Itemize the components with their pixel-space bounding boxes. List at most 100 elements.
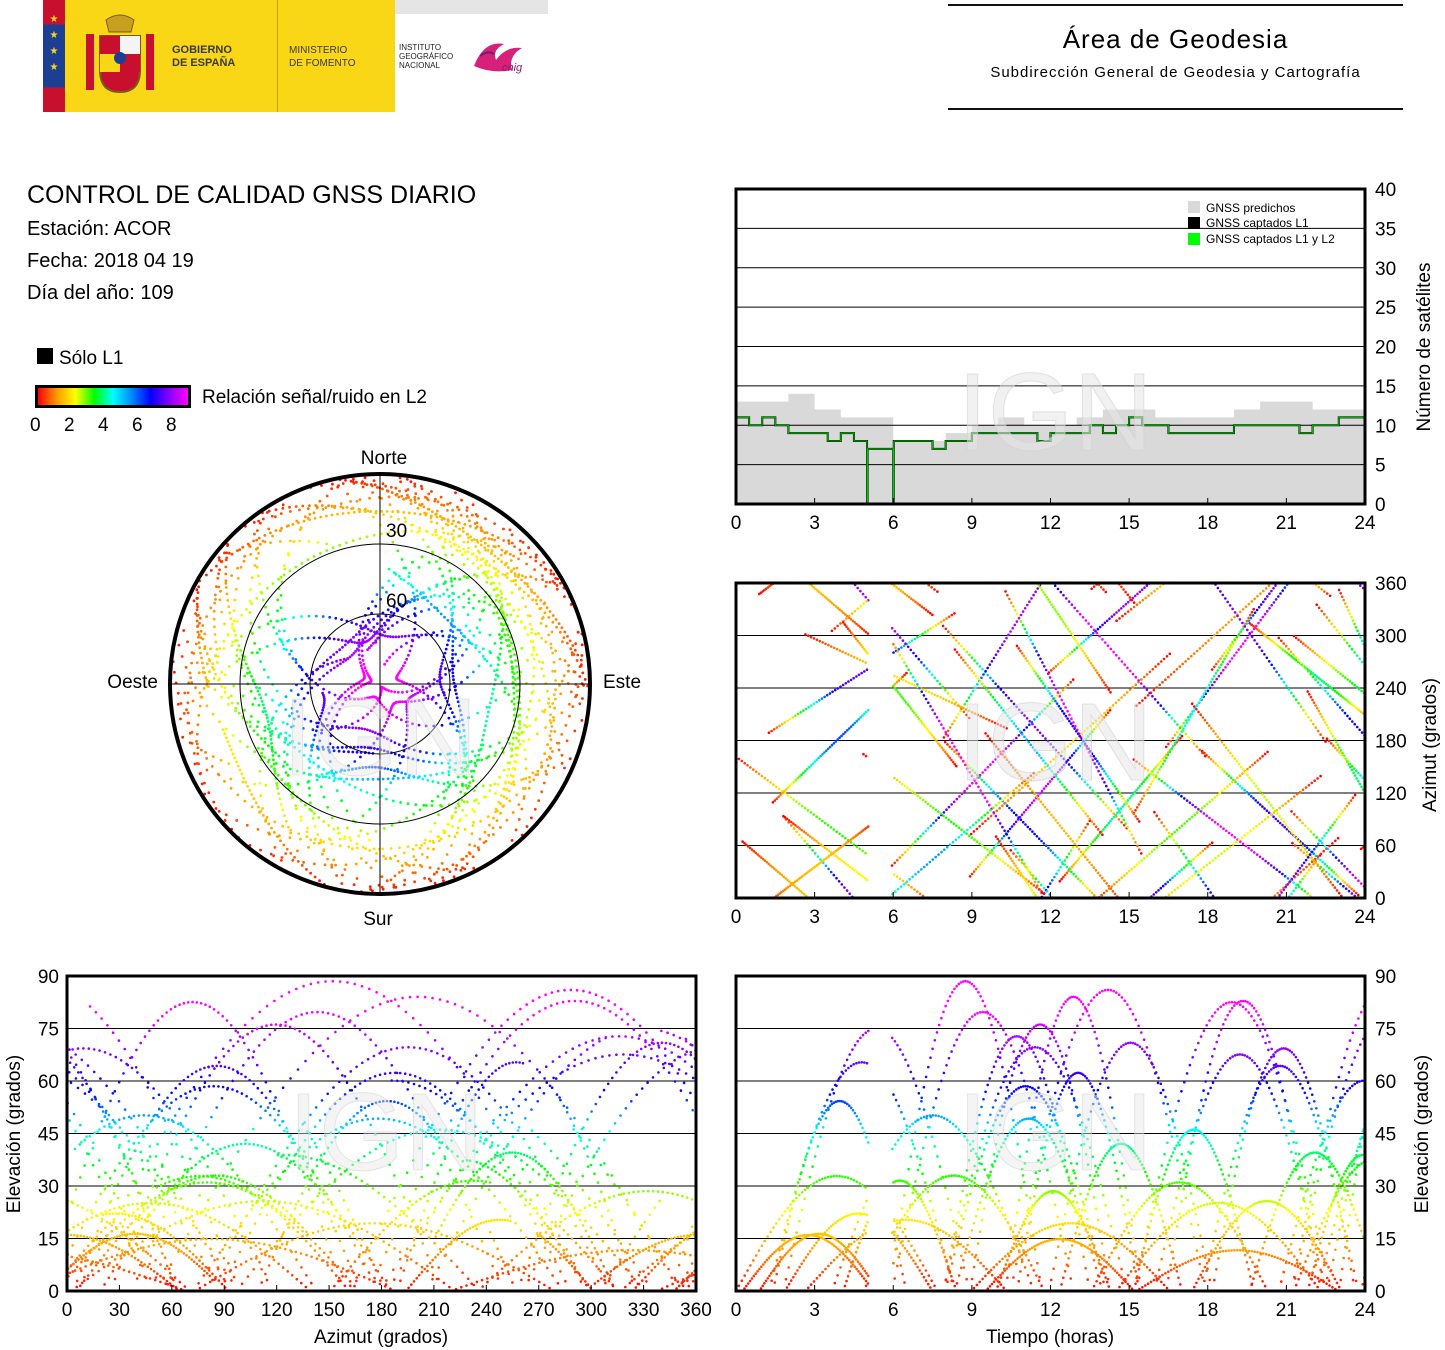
skyplot-point	[438, 680, 442, 684]
azimut-time-point	[1313, 651, 1317, 655]
skyplot-point	[249, 621, 253, 625]
skyplot-east-label: Este	[603, 672, 641, 693]
azimut-time-point	[927, 690, 931, 694]
skyplot-point	[246, 784, 250, 788]
skyplot-point	[448, 759, 452, 762]
skyplot-point	[397, 495, 401, 499]
azimut-time-point	[1250, 610, 1254, 614]
azimut-time-point	[1235, 635, 1238, 639]
skyplot-point	[198, 646, 202, 650]
skyplot-point	[403, 743, 407, 747]
skyplot-point	[211, 662, 215, 666]
skyplot-point	[425, 855, 429, 859]
skyplot-point	[439, 804, 442, 807]
skyplot-point	[463, 635, 467, 639]
skyplot-point	[346, 492, 349, 496]
skyplot-point	[464, 776, 468, 780]
skyplot-point	[518, 707, 522, 711]
azimut-time-point	[1302, 861, 1306, 865]
skyplot-point	[351, 539, 355, 542]
skyplot-point	[414, 843, 418, 847]
skyplot-point	[190, 661, 194, 665]
skyplot-point	[499, 637, 502, 640]
skyplot-point	[248, 720, 252, 724]
azimut-time-point	[813, 852, 817, 855]
azimut-time-point	[1229, 643, 1232, 647]
azimut-time-point	[1357, 771, 1360, 775]
skyplot-point	[279, 839, 282, 843]
azimut-time-point	[942, 814, 945, 818]
skyplot-point	[546, 743, 549, 747]
skyplot-point	[325, 549, 329, 552]
azimut-time-point	[1114, 813, 1117, 817]
skyplot-point	[451, 667, 454, 671]
skyplot-point	[234, 633, 237, 637]
skyplot-point	[409, 498, 413, 502]
azimut-time-point	[1241, 627, 1245, 631]
azimut-time-point	[981, 822, 984, 825]
azimut-time-point	[1241, 772, 1244, 775]
azimut-time-point	[840, 883, 844, 886]
azimut-time-point	[1360, 639, 1364, 643]
skyplot-point	[235, 620, 239, 623]
skyplot-point	[461, 741, 464, 745]
xtick-label: 12	[1040, 513, 1061, 534]
skyplot-point	[371, 730, 374, 733]
azimut-time-point	[1219, 825, 1222, 828]
azimut-time-point	[1295, 836, 1298, 840]
azimut-time-point	[931, 613, 934, 617]
azimut-time-point	[1353, 651, 1356, 654]
azimut-time-point	[1063, 859, 1067, 862]
skyplot-point	[393, 774, 396, 778]
skyplot-point	[560, 711, 564, 715]
skyplot-point	[361, 485, 365, 489]
azimut-time-point	[1334, 668, 1338, 672]
azimut-time-point	[1172, 670, 1176, 674]
skyplot-point	[402, 497, 405, 501]
skyplot-point	[451, 640, 455, 643]
azimut-time-point	[1215, 677, 1218, 681]
skyplot-point	[461, 553, 464, 556]
skyplot-point	[468, 781, 472, 784]
skyplot-point	[534, 559, 538, 563]
skyplot-point	[191, 699, 195, 703]
azimut-time-point	[1155, 686, 1159, 689]
skyplot-point	[414, 492, 418, 496]
azimut-time-point	[893, 776, 896, 780]
skyplot-point	[330, 842, 334, 846]
skyplot-point	[274, 751, 277, 754]
skyplot-point	[517, 803, 521, 806]
skyplot-point	[371, 600, 374, 603]
skyplot-point	[340, 882, 344, 885]
azimut-time-point	[988, 663, 992, 666]
skyplot-point	[485, 659, 489, 663]
azimut-time-point	[950, 747, 954, 751]
azimut-time-point	[1239, 765, 1243, 769]
azimut-time-point	[1188, 877, 1191, 880]
skyplot-point	[217, 810, 221, 813]
skyplot-point	[496, 656, 500, 659]
azimut-time-point	[1014, 870, 1018, 873]
azimut-time-point	[1175, 668, 1179, 671]
skyplot-point	[493, 538, 497, 542]
skyplot-point	[460, 858, 464, 861]
skyplot-point	[176, 691, 180, 695]
skyplot-point	[227, 696, 231, 700]
snr-tick-0: 0	[30, 415, 41, 436]
skyplot-point	[493, 605, 497, 609]
skyplot-point	[470, 513, 474, 517]
azimut-time-point	[1253, 597, 1256, 601]
azimut-time-point	[1180, 794, 1183, 798]
skyplot-point	[399, 480, 402, 484]
azimut-time-point	[1188, 817, 1191, 821]
skyplot-point	[374, 639, 378, 643]
azimut-time-point	[1343, 807, 1347, 810]
skyplot-point	[451, 825, 454, 828]
skyplot-point	[439, 706, 442, 709]
skyplot-point	[473, 799, 477, 803]
azimut-time-point	[1303, 847, 1307, 851]
azimut-time-point	[986, 817, 990, 820]
skyplot-point	[322, 661, 326, 665]
skyplot-point	[308, 760, 312, 764]
skyplot-point	[492, 833, 495, 836]
